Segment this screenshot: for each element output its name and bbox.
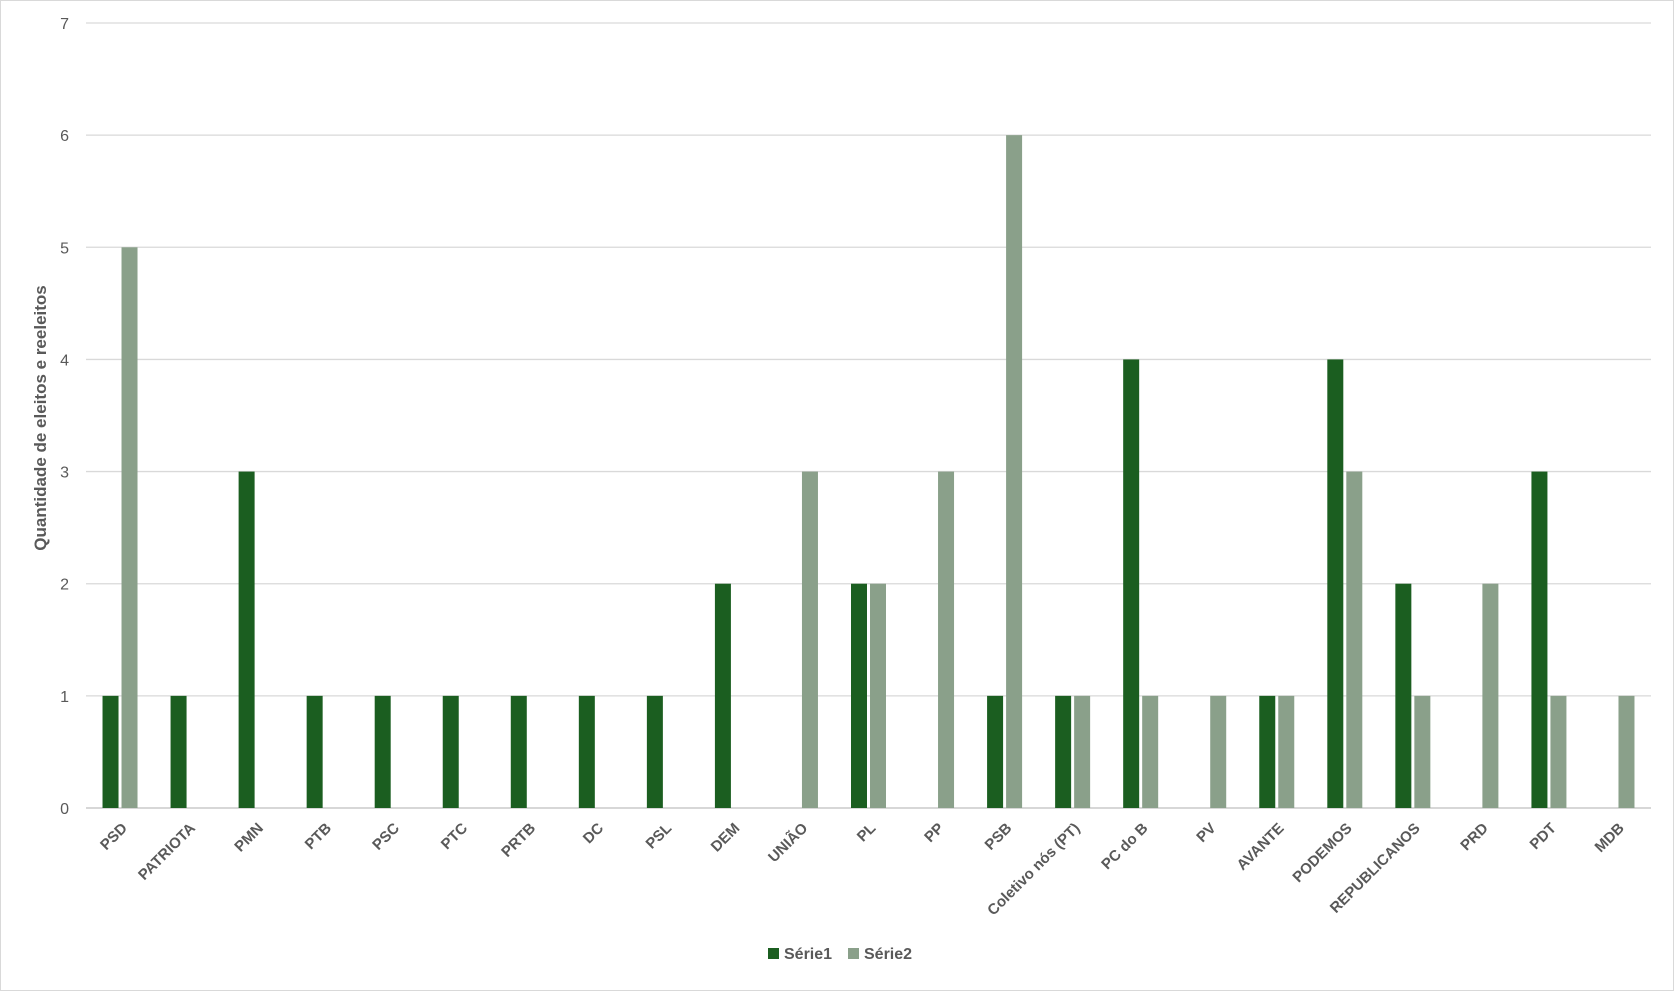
x-tick-label: PSB	[982, 820, 1016, 854]
bar-2-18	[1346, 471, 1363, 808]
x-tick-label: PTC	[438, 820, 471, 853]
legend-label: Série1	[784, 946, 832, 963]
x-tick-label: MDB	[1592, 820, 1628, 856]
bar-1-19	[1395, 583, 1412, 808]
x-tick-label: PMN	[231, 820, 267, 856]
bar-1-18	[1327, 359, 1344, 808]
x-axis-ticks: PSD PATRIOTA PMN PTB PSC PTC PRTB DC PSL DEM UNIÃO…	[97, 819, 1628, 919]
bar-1-11	[851, 583, 867, 808]
x-tick-label: DC	[580, 820, 607, 847]
gridlines	[86, 22, 1651, 809]
bar-1-15	[1123, 359, 1140, 808]
x-tick-label: UNIÃO	[764, 819, 811, 866]
x-tick-label: PRTB	[498, 820, 539, 861]
bar-1-21	[1531, 471, 1548, 808]
y-tick-label: 4	[60, 352, 69, 369]
bar-2-21	[1550, 695, 1567, 808]
x-tick-label: PSC	[369, 820, 403, 854]
bar-1-9	[714, 583, 731, 808]
y-tick-label: 3	[60, 465, 69, 482]
x-tick-label: PSD	[97, 820, 131, 854]
legend-label: Série2	[864, 946, 912, 963]
legend-swatch	[848, 948, 859, 959]
x-tick-label: PRD	[1457, 820, 1492, 855]
x-tick-label: PC do B	[1098, 820, 1151, 873]
bar-1-3	[306, 695, 323, 808]
x-tick-label: PP	[921, 820, 947, 846]
bar-2-15	[1142, 695, 1159, 808]
x-tick-label: PTB	[302, 820, 335, 853]
bar-2-22	[1618, 695, 1635, 808]
bar-1-8	[646, 695, 663, 808]
bar-1-4	[374, 695, 391, 808]
bar-2-20	[1482, 583, 1499, 808]
x-tick-label: PODEMOS	[1289, 820, 1355, 886]
y-tick-label: 0	[60, 801, 69, 818]
legend-swatch	[768, 948, 779, 959]
bar-2-17	[1278, 695, 1295, 808]
bar-1-0	[102, 695, 119, 808]
y-tick-label: 7	[60, 16, 69, 33]
bar-2-19	[1414, 695, 1431, 808]
bar-1-7	[578, 695, 595, 808]
bar-2-0	[121, 247, 138, 809]
bars	[102, 135, 1635, 809]
bar-1-5	[442, 695, 459, 808]
bar-1-13	[987, 695, 1004, 808]
y-axis-ticks: 0 1 2 3 4 5 6 7	[60, 16, 69, 818]
bar-1-2	[238, 471, 255, 808]
bar-2-12	[938, 471, 955, 808]
bar-2-10	[801, 471, 818, 808]
x-tick-label: PSL	[643, 820, 676, 853]
bar-2-14	[1074, 695, 1091, 808]
bar-1-1	[170, 695, 187, 808]
x-tick-label: PV	[1193, 820, 1219, 846]
x-tick-label: PL	[854, 820, 880, 846]
bar-2-13	[1006, 135, 1023, 809]
y-tick-label: 1	[60, 689, 69, 706]
x-tick-label: PATRIOTA	[135, 820, 199, 884]
legend: Série1 Série2	[768, 946, 912, 963]
y-tick-label: 5	[60, 240, 69, 257]
bar-2-16	[1210, 695, 1227, 808]
y-tick-label: 6	[60, 128, 69, 145]
bar-1-6	[510, 695, 527, 808]
bar-1-14	[1055, 695, 1072, 808]
y-axis-label: Quantidade de eleitos e reeleitos	[31, 285, 50, 550]
bar-1-17	[1259, 695, 1276, 808]
bar-2-11	[870, 583, 886, 808]
y-tick-label: 2	[60, 577, 69, 594]
x-tick-label: DEM	[708, 820, 744, 856]
x-tick-label: AVANTE	[1234, 820, 1288, 874]
x-tick-label: PDT	[1527, 820, 1560, 853]
